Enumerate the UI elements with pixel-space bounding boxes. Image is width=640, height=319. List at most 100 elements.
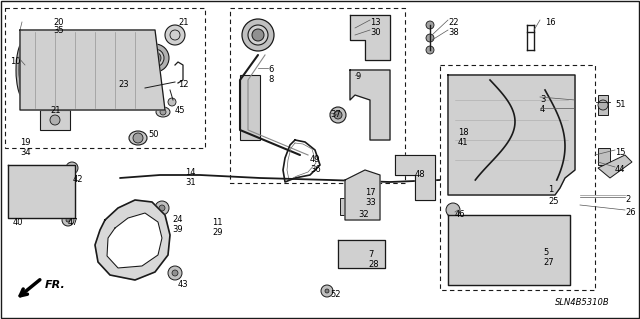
Text: 21: 21 bbox=[178, 18, 189, 27]
Polygon shape bbox=[95, 200, 170, 280]
Circle shape bbox=[160, 109, 166, 115]
Text: 38: 38 bbox=[448, 28, 459, 37]
Text: 35: 35 bbox=[53, 26, 63, 35]
Text: 26: 26 bbox=[625, 208, 636, 217]
Circle shape bbox=[252, 29, 264, 41]
FancyBboxPatch shape bbox=[40, 110, 70, 130]
Text: 15: 15 bbox=[615, 148, 625, 157]
Polygon shape bbox=[338, 240, 385, 268]
Text: 11: 11 bbox=[212, 218, 223, 227]
Text: 6: 6 bbox=[268, 65, 273, 74]
Polygon shape bbox=[350, 70, 390, 140]
Circle shape bbox=[453, 88, 467, 102]
Text: 14: 14 bbox=[185, 168, 195, 177]
Circle shape bbox=[149, 52, 161, 64]
Circle shape bbox=[426, 46, 434, 54]
Polygon shape bbox=[8, 165, 75, 218]
Circle shape bbox=[446, 203, 460, 217]
Text: 3: 3 bbox=[540, 95, 545, 104]
Circle shape bbox=[133, 133, 143, 143]
Circle shape bbox=[598, 100, 608, 110]
Ellipse shape bbox=[121, 85, 135, 95]
Circle shape bbox=[426, 34, 434, 42]
Text: 45: 45 bbox=[175, 106, 186, 115]
Text: FR.: FR. bbox=[45, 280, 66, 290]
Text: 18: 18 bbox=[458, 128, 468, 137]
Text: 8: 8 bbox=[268, 75, 273, 84]
Text: 9: 9 bbox=[355, 72, 360, 81]
Circle shape bbox=[500, 240, 520, 260]
Text: 50: 50 bbox=[148, 130, 159, 139]
Circle shape bbox=[457, 92, 463, 98]
Text: 12: 12 bbox=[178, 80, 189, 89]
Ellipse shape bbox=[242, 19, 274, 51]
Polygon shape bbox=[448, 75, 575, 195]
Text: SLN4B5310B: SLN4B5310B bbox=[555, 298, 610, 307]
Polygon shape bbox=[340, 198, 378, 215]
Polygon shape bbox=[598, 155, 632, 178]
Text: 22: 22 bbox=[448, 18, 458, 27]
Circle shape bbox=[349, 201, 361, 213]
Text: 29: 29 bbox=[212, 228, 223, 237]
Circle shape bbox=[35, 185, 49, 199]
Text: 41: 41 bbox=[458, 138, 468, 147]
Polygon shape bbox=[598, 95, 608, 115]
Polygon shape bbox=[448, 215, 570, 285]
Circle shape bbox=[62, 214, 74, 226]
Ellipse shape bbox=[156, 107, 170, 117]
Text: 1: 1 bbox=[548, 185, 553, 194]
Circle shape bbox=[50, 115, 60, 125]
Text: 44: 44 bbox=[615, 165, 625, 174]
Text: 33: 33 bbox=[365, 198, 376, 207]
Text: 42: 42 bbox=[73, 175, 83, 184]
Text: 17: 17 bbox=[365, 188, 376, 197]
Ellipse shape bbox=[491, 234, 529, 266]
Polygon shape bbox=[350, 15, 390, 60]
Ellipse shape bbox=[141, 44, 169, 72]
Polygon shape bbox=[345, 170, 380, 220]
Ellipse shape bbox=[129, 131, 147, 145]
Circle shape bbox=[334, 111, 342, 119]
Text: 48: 48 bbox=[415, 170, 426, 179]
Circle shape bbox=[66, 162, 78, 174]
Text: 52: 52 bbox=[330, 290, 340, 299]
Ellipse shape bbox=[483, 227, 538, 272]
Text: 10: 10 bbox=[10, 57, 20, 66]
Text: 5: 5 bbox=[543, 248, 548, 257]
Polygon shape bbox=[395, 155, 435, 200]
Text: 34: 34 bbox=[20, 148, 31, 157]
Ellipse shape bbox=[146, 49, 164, 67]
Circle shape bbox=[453, 138, 467, 152]
Ellipse shape bbox=[29, 182, 54, 202]
Text: 16: 16 bbox=[545, 18, 556, 27]
Circle shape bbox=[66, 218, 70, 222]
Circle shape bbox=[165, 25, 185, 45]
Circle shape bbox=[457, 142, 463, 148]
Polygon shape bbox=[107, 213, 162, 268]
Ellipse shape bbox=[19, 46, 31, 94]
Text: 28: 28 bbox=[368, 260, 379, 269]
Text: 13: 13 bbox=[370, 18, 381, 27]
Text: 19: 19 bbox=[20, 138, 31, 147]
Circle shape bbox=[168, 266, 182, 280]
Text: 40: 40 bbox=[13, 218, 24, 227]
Text: 20: 20 bbox=[53, 18, 63, 27]
Polygon shape bbox=[598, 148, 610, 165]
Circle shape bbox=[168, 98, 176, 106]
Text: 31: 31 bbox=[185, 178, 196, 187]
Ellipse shape bbox=[22, 176, 62, 208]
Text: 47: 47 bbox=[68, 218, 79, 227]
Circle shape bbox=[172, 270, 178, 276]
Bar bbox=[5, 8, 205, 148]
Text: 49: 49 bbox=[310, 155, 321, 164]
Circle shape bbox=[330, 107, 346, 123]
Text: 7: 7 bbox=[368, 250, 373, 259]
Circle shape bbox=[159, 205, 165, 211]
Text: 37: 37 bbox=[330, 110, 340, 119]
Circle shape bbox=[321, 285, 333, 297]
Circle shape bbox=[325, 289, 329, 293]
Text: 39: 39 bbox=[172, 225, 182, 234]
Text: 32: 32 bbox=[358, 210, 369, 219]
Text: 24: 24 bbox=[172, 215, 182, 224]
Text: 46: 46 bbox=[455, 210, 466, 219]
